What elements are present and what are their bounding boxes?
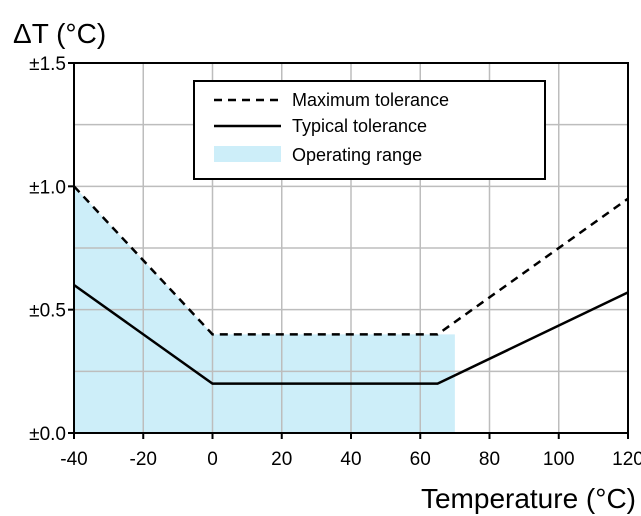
tick-labels: -40 -20 0 20 40 60 80 100 120 ±0.0 ±0.5 ±1.0 ±1.5: [29, 54, 641, 470]
x-tick-label: -40: [60, 449, 87, 470]
series-layer: [73, 185, 629, 385]
x-tick-label: 40: [340, 449, 361, 470]
legend-operating-range-label: Operating range: [292, 145, 422, 165]
x-tick-label: 60: [410, 449, 431, 470]
x-tick-label: 0: [207, 449, 218, 470]
y-tick-label: ±0.0: [29, 424, 66, 445]
x-tick-label: 100: [543, 449, 575, 470]
x-tick-label: -20: [130, 449, 157, 470]
legend-max-tolerance-label: Maximum tolerance: [292, 90, 449, 110]
legend-typical-tolerance-label: Typical tolerance: [292, 116, 427, 136]
y-axis-label: ΔT (°C): [13, 18, 106, 49]
y-tick-label: ±1.0: [29, 177, 66, 198]
y-tick-label: ±0.5: [29, 301, 66, 322]
x-tick-label: 80: [479, 449, 500, 470]
x-tick-label: 20: [271, 449, 292, 470]
typical-tolerance-line: [73, 283, 629, 385]
x-tick-label: 120: [612, 449, 641, 470]
legend-operating-range-swatch: [214, 146, 281, 162]
x-axis-label: Temperature (°C): [421, 483, 636, 514]
max-tolerance-line: [73, 185, 629, 336]
legend: Maximum tolerance Typical tolerance Oper…: [193, 80, 546, 180]
y-tick-label: ±1.5: [29, 54, 66, 75]
legend-box: [193, 80, 546, 180]
